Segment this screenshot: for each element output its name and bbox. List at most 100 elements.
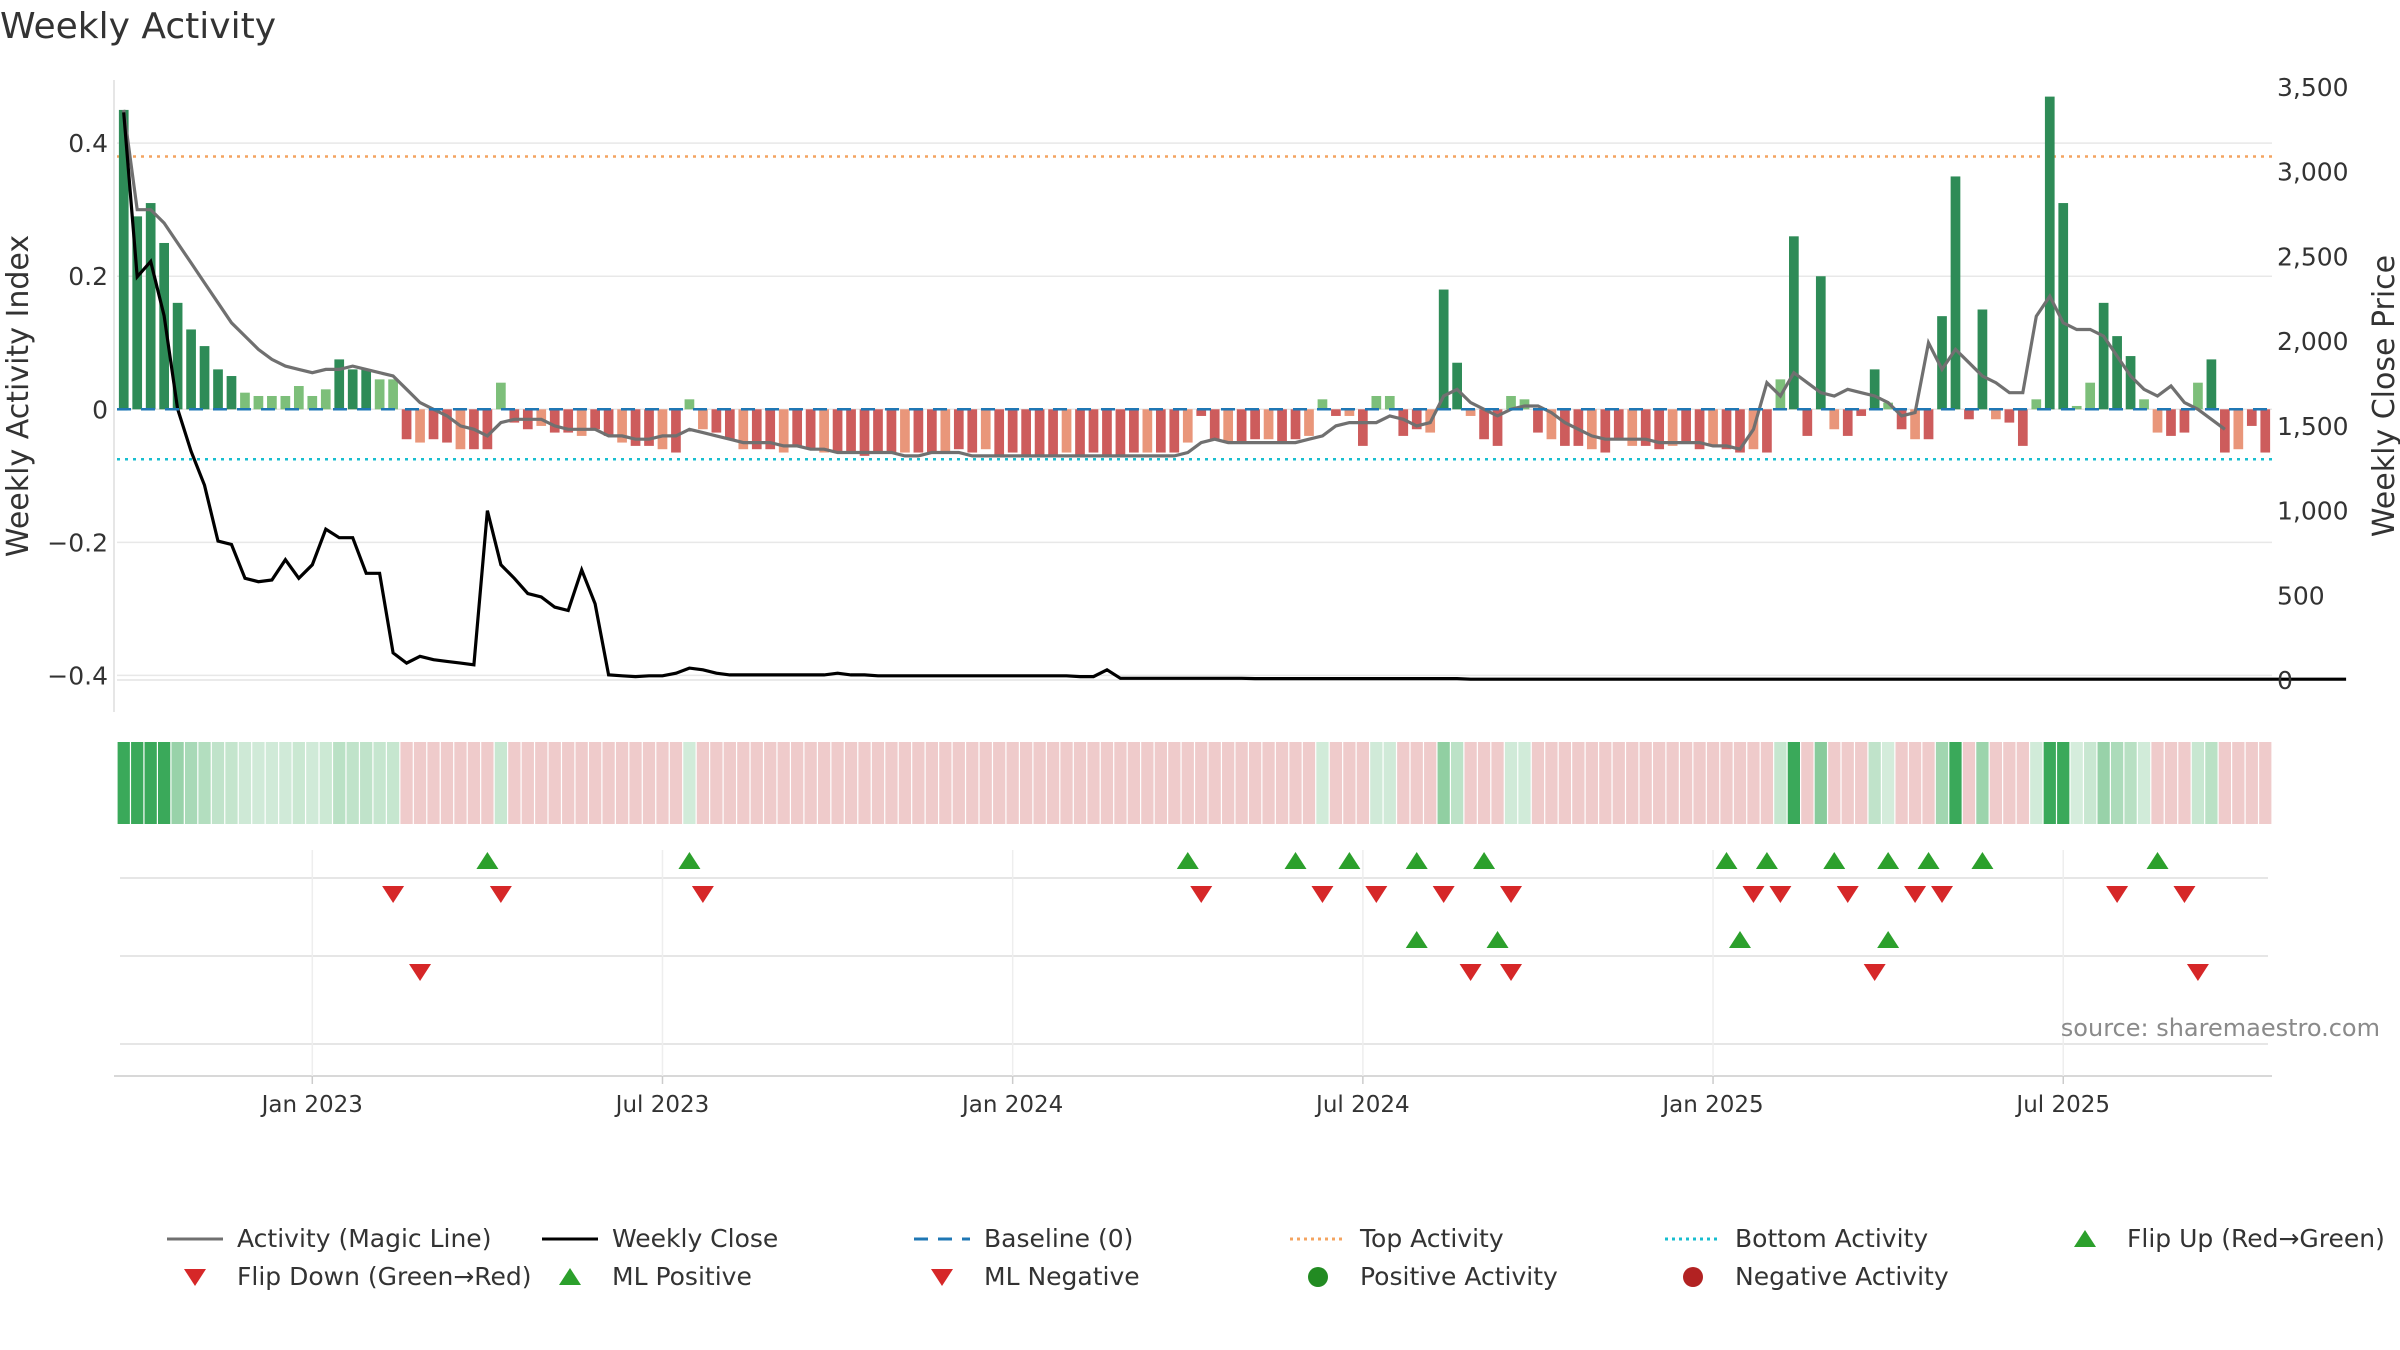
flip-up-marker <box>1473 852 1496 869</box>
heat-strip-cell <box>1935 742 1949 824</box>
heat-strip-cell <box>521 742 534 824</box>
heat-strip-cell <box>2097 742 2110 824</box>
heat-strip-cell <box>1908 742 1922 824</box>
heat-strip-cell <box>1073 742 1087 824</box>
heat-strip-cell <box>925 742 938 824</box>
activity-bar <box>1182 409 1193 443</box>
activity-bar <box>1789 236 1799 410</box>
activity-bar <box>1708 409 1718 446</box>
legend-label: Top Activity <box>1360 1224 1504 1253</box>
heat-strip-cell <box>966 742 979 824</box>
activity-bar <box>213 369 223 410</box>
heat-strip-cell <box>1343 742 1356 824</box>
activity-bar <box>253 395 264 410</box>
y-tick-label: 0.2 <box>68 262 108 291</box>
heat-strip-cell <box>279 742 292 824</box>
activity-bar <box>832 409 843 453</box>
activity-bar <box>778 409 789 453</box>
activity-bar <box>1263 409 1274 440</box>
activity-bar <box>1667 409 1678 446</box>
activity-bar <box>1950 176 1961 410</box>
heat-strip-cell <box>2164 742 2178 824</box>
activity-bar <box>1115 409 1126 456</box>
flip-down-marker <box>1311 886 1334 903</box>
activity-bar <box>132 216 143 410</box>
activity-bar <box>994 409 1005 456</box>
activity-bar <box>1155 409 1166 453</box>
heat-strip-cell <box>831 742 844 824</box>
activity-bar <box>2085 382 2096 410</box>
heat-strip-cell <box>589 742 602 824</box>
legend-item: Baseline (0) <box>912 1224 1133 1253</box>
heat-strip-cell <box>1733 742 1747 824</box>
activity-bar <box>698 409 708 430</box>
heat-strip-cell <box>1181 742 1194 824</box>
flip-up-marker <box>2146 852 2169 869</box>
x-tick-label: Jul 2023 <box>614 1092 710 1118</box>
activity-bar <box>2044 96 2055 410</box>
heat-strip-cell <box>602 742 615 824</box>
heat-strip-cell <box>575 742 588 824</box>
heat-strip-cell <box>481 742 494 824</box>
activity-bar <box>1640 409 1651 446</box>
legend-label: Activity (Magic Line) <box>237 1224 492 1253</box>
flip-up-marker <box>1917 852 1940 869</box>
activity-bar <box>738 409 749 450</box>
flip-down-marker <box>1769 886 1792 903</box>
heat-strip-cell <box>1275 742 1289 824</box>
activity-bar <box>859 409 870 456</box>
heat-strip-cell <box>710 742 723 824</box>
y2-tick-label: 1,000 <box>2277 497 2349 526</box>
heat-strip-cell <box>1545 742 1558 824</box>
activity-bar <box>361 369 372 410</box>
heat-strip-cell <box>1814 742 1827 824</box>
legend-label: ML Positive <box>612 1262 752 1291</box>
flip-down-marker <box>1500 886 1523 903</box>
y-tick-label: 0 <box>92 395 108 424</box>
activity-bar <box>482 409 493 450</box>
heat-strip-cell <box>1424 742 1437 824</box>
heat-strip-cell <box>1828 742 1841 824</box>
weekly-close-line <box>122 112 2347 681</box>
line-layer <box>122 109 2347 681</box>
heat-strip-cell <box>467 742 481 824</box>
heat-strip-cell <box>548 742 561 824</box>
legend-label: ML Negative <box>984 1262 1140 1291</box>
green-up-triangle-icon <box>2074 1229 2096 1247</box>
activity-bar <box>442 409 452 443</box>
activity-bar <box>2206 359 2217 410</box>
flip-down-marker <box>2106 886 2129 903</box>
activity-bar <box>1250 409 1260 440</box>
activity-bar <box>1869 369 1880 410</box>
activity-bar <box>240 392 250 410</box>
heat-strip-cell <box>669 742 683 824</box>
heat-strip-cell <box>427 742 440 824</box>
activity-bar <box>374 379 385 410</box>
solid-black-line-icon <box>542 1237 598 1240</box>
heat-strip-cell <box>1679 742 1693 824</box>
activity-bar <box>940 409 951 453</box>
heat-strip-cell <box>1195 742 1208 824</box>
activity-bar <box>617 409 627 443</box>
activity-bar <box>1762 409 1772 453</box>
heat-strip-cell <box>1693 742 1706 824</box>
heat-strip-cell <box>2124 742 2137 824</box>
activity-bar <box>401 409 412 440</box>
y2-tick-label: 3,500 <box>2277 73 2349 102</box>
activity-bar <box>1600 409 1611 453</box>
legend-label: Flip Down (Green→Red) <box>237 1262 532 1291</box>
activity-bar <box>2112 336 2122 410</box>
activity-bar <box>1721 409 1732 450</box>
red-down-triangle-icon <box>184 1268 206 1286</box>
activity-bar <box>1910 409 1920 440</box>
activity-bar <box>1196 409 1207 416</box>
heat-strip-cell <box>171 742 184 824</box>
heat-strip-cell <box>333 742 346 824</box>
activity-bar <box>2098 302 2109 410</box>
heat-strip-cell <box>898 742 912 824</box>
activity-bar <box>1802 409 1813 436</box>
activity-bar <box>751 409 762 450</box>
x-tick-label: Jul 2024 <box>1314 1092 1410 1118</box>
heat-strip-cell <box>2191 742 2205 824</box>
heat-strip-cell <box>1531 742 1545 824</box>
